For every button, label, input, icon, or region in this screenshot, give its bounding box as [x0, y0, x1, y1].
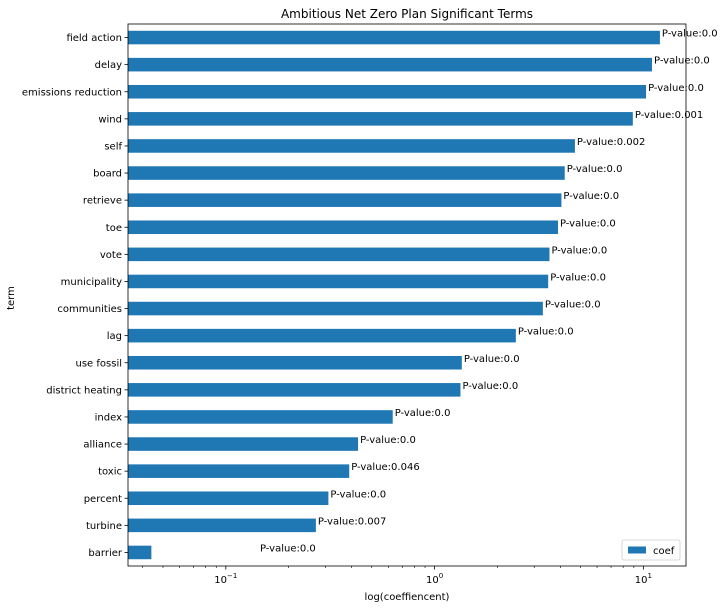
- data-label-2: P-value:0.0: [648, 83, 704, 94]
- y-tick-label-8: vote: [100, 250, 122, 261]
- bar-18: [128, 518, 316, 533]
- bar-19: [128, 545, 152, 560]
- legend-label: coef: [653, 546, 675, 557]
- legend-box: [621, 539, 681, 561]
- y-tick-label-5: board: [93, 169, 122, 180]
- data-label-7: P-value:0.0: [560, 218, 616, 229]
- data-label-14: P-value:0.0: [395, 408, 451, 419]
- y-tick-label-11: lag: [107, 331, 122, 342]
- y-tick-label-1: delay: [95, 60, 122, 71]
- bar-5: [128, 166, 565, 180]
- bar-7: [128, 220, 559, 235]
- y-tick-label-7: toe: [106, 223, 122, 234]
- y-tick-label-0: field action: [66, 33, 122, 44]
- data-label-3: P-value:0.001: [635, 110, 703, 121]
- bar-16: [128, 464, 350, 478]
- data-label-15: P-value:0.0: [360, 435, 416, 446]
- y-tick-label-12: use fossil: [76, 358, 123, 369]
- data-label-13: P-value:0.0: [462, 381, 518, 392]
- y-tick-label-13: district heating: [46, 385, 122, 396]
- y-tick-label-9: municipality: [61, 277, 122, 288]
- bar-4: [128, 139, 575, 153]
- bar-11: [128, 328, 516, 343]
- y-tick-label-14: index: [95, 412, 122, 423]
- data-label-5: P-value:0.0: [567, 164, 623, 175]
- x-tick-label-2: 101: [635, 572, 652, 586]
- y-tick-label-3: wind: [98, 114, 122, 125]
- y-tick-label-18: turbine: [86, 521, 122, 532]
- bar-9: [128, 274, 549, 289]
- axes-frame: [127, 23, 687, 567]
- y-tick-label-6: retrieve: [83, 196, 122, 207]
- bar-2: [128, 84, 647, 99]
- y-tick-label-16: toxic: [98, 467, 122, 478]
- bar-14: [128, 410, 393, 424]
- x-tick-label-1: 100: [426, 572, 443, 586]
- chart-title: Ambitious Net Zero Plan Significant Term…: [281, 7, 533, 21]
- data-label-0: P-value:0.0: [662, 29, 718, 40]
- data-label-18: P-value:0.007: [318, 516, 386, 527]
- bar-1: [128, 57, 653, 72]
- legend: coef: [621, 539, 681, 561]
- data-label-17: P-value:0.0: [330, 489, 386, 500]
- legend-swatch: [628, 546, 646, 554]
- y-tick-label-10: communities: [57, 304, 122, 315]
- data-label-4: P-value:0.002: [577, 137, 645, 148]
- bar-3: [128, 112, 633, 126]
- y-tick-label-17: percent: [84, 494, 122, 505]
- data-label-10: P-value:0.0: [545, 300, 601, 311]
- bar-13: [128, 383, 461, 397]
- bar-6: [128, 193, 562, 207]
- x-tick-label-0: 10−1: [214, 572, 237, 586]
- data-label-9: P-value:0.0: [550, 272, 606, 283]
- data-label-19: P-value:0.0: [260, 543, 316, 554]
- bar-10: [128, 301, 543, 316]
- y-tick-label-15: alliance: [83, 440, 122, 451]
- bar-0: [128, 30, 660, 45]
- y-tick-label-2: emissions reduction: [22, 87, 122, 98]
- bar-17: [128, 491, 329, 506]
- data-label-16: P-value:0.046: [351, 462, 419, 473]
- data-label-8: P-value:0.0: [551, 245, 607, 256]
- plot-area: field action P-value:0.0 delay P-value:0.0 e…: [22, 23, 718, 586]
- y-tick-label-4: self: [104, 141, 122, 152]
- data-label-11: P-value:0.0: [518, 327, 574, 338]
- data-label-12: P-value:0.0: [464, 354, 520, 365]
- y-axis-label: term: [6, 286, 17, 310]
- bar-15: [128, 437, 359, 451]
- bar-12: [128, 355, 462, 370]
- data-label-6: P-value:0.0: [563, 191, 619, 202]
- bar-8: [128, 247, 550, 262]
- y-tick-label-19: barrier: [88, 548, 122, 559]
- x-axis-label: log(coeffiencent): [365, 592, 450, 603]
- data-label-1: P-value:0.0: [654, 56, 710, 67]
